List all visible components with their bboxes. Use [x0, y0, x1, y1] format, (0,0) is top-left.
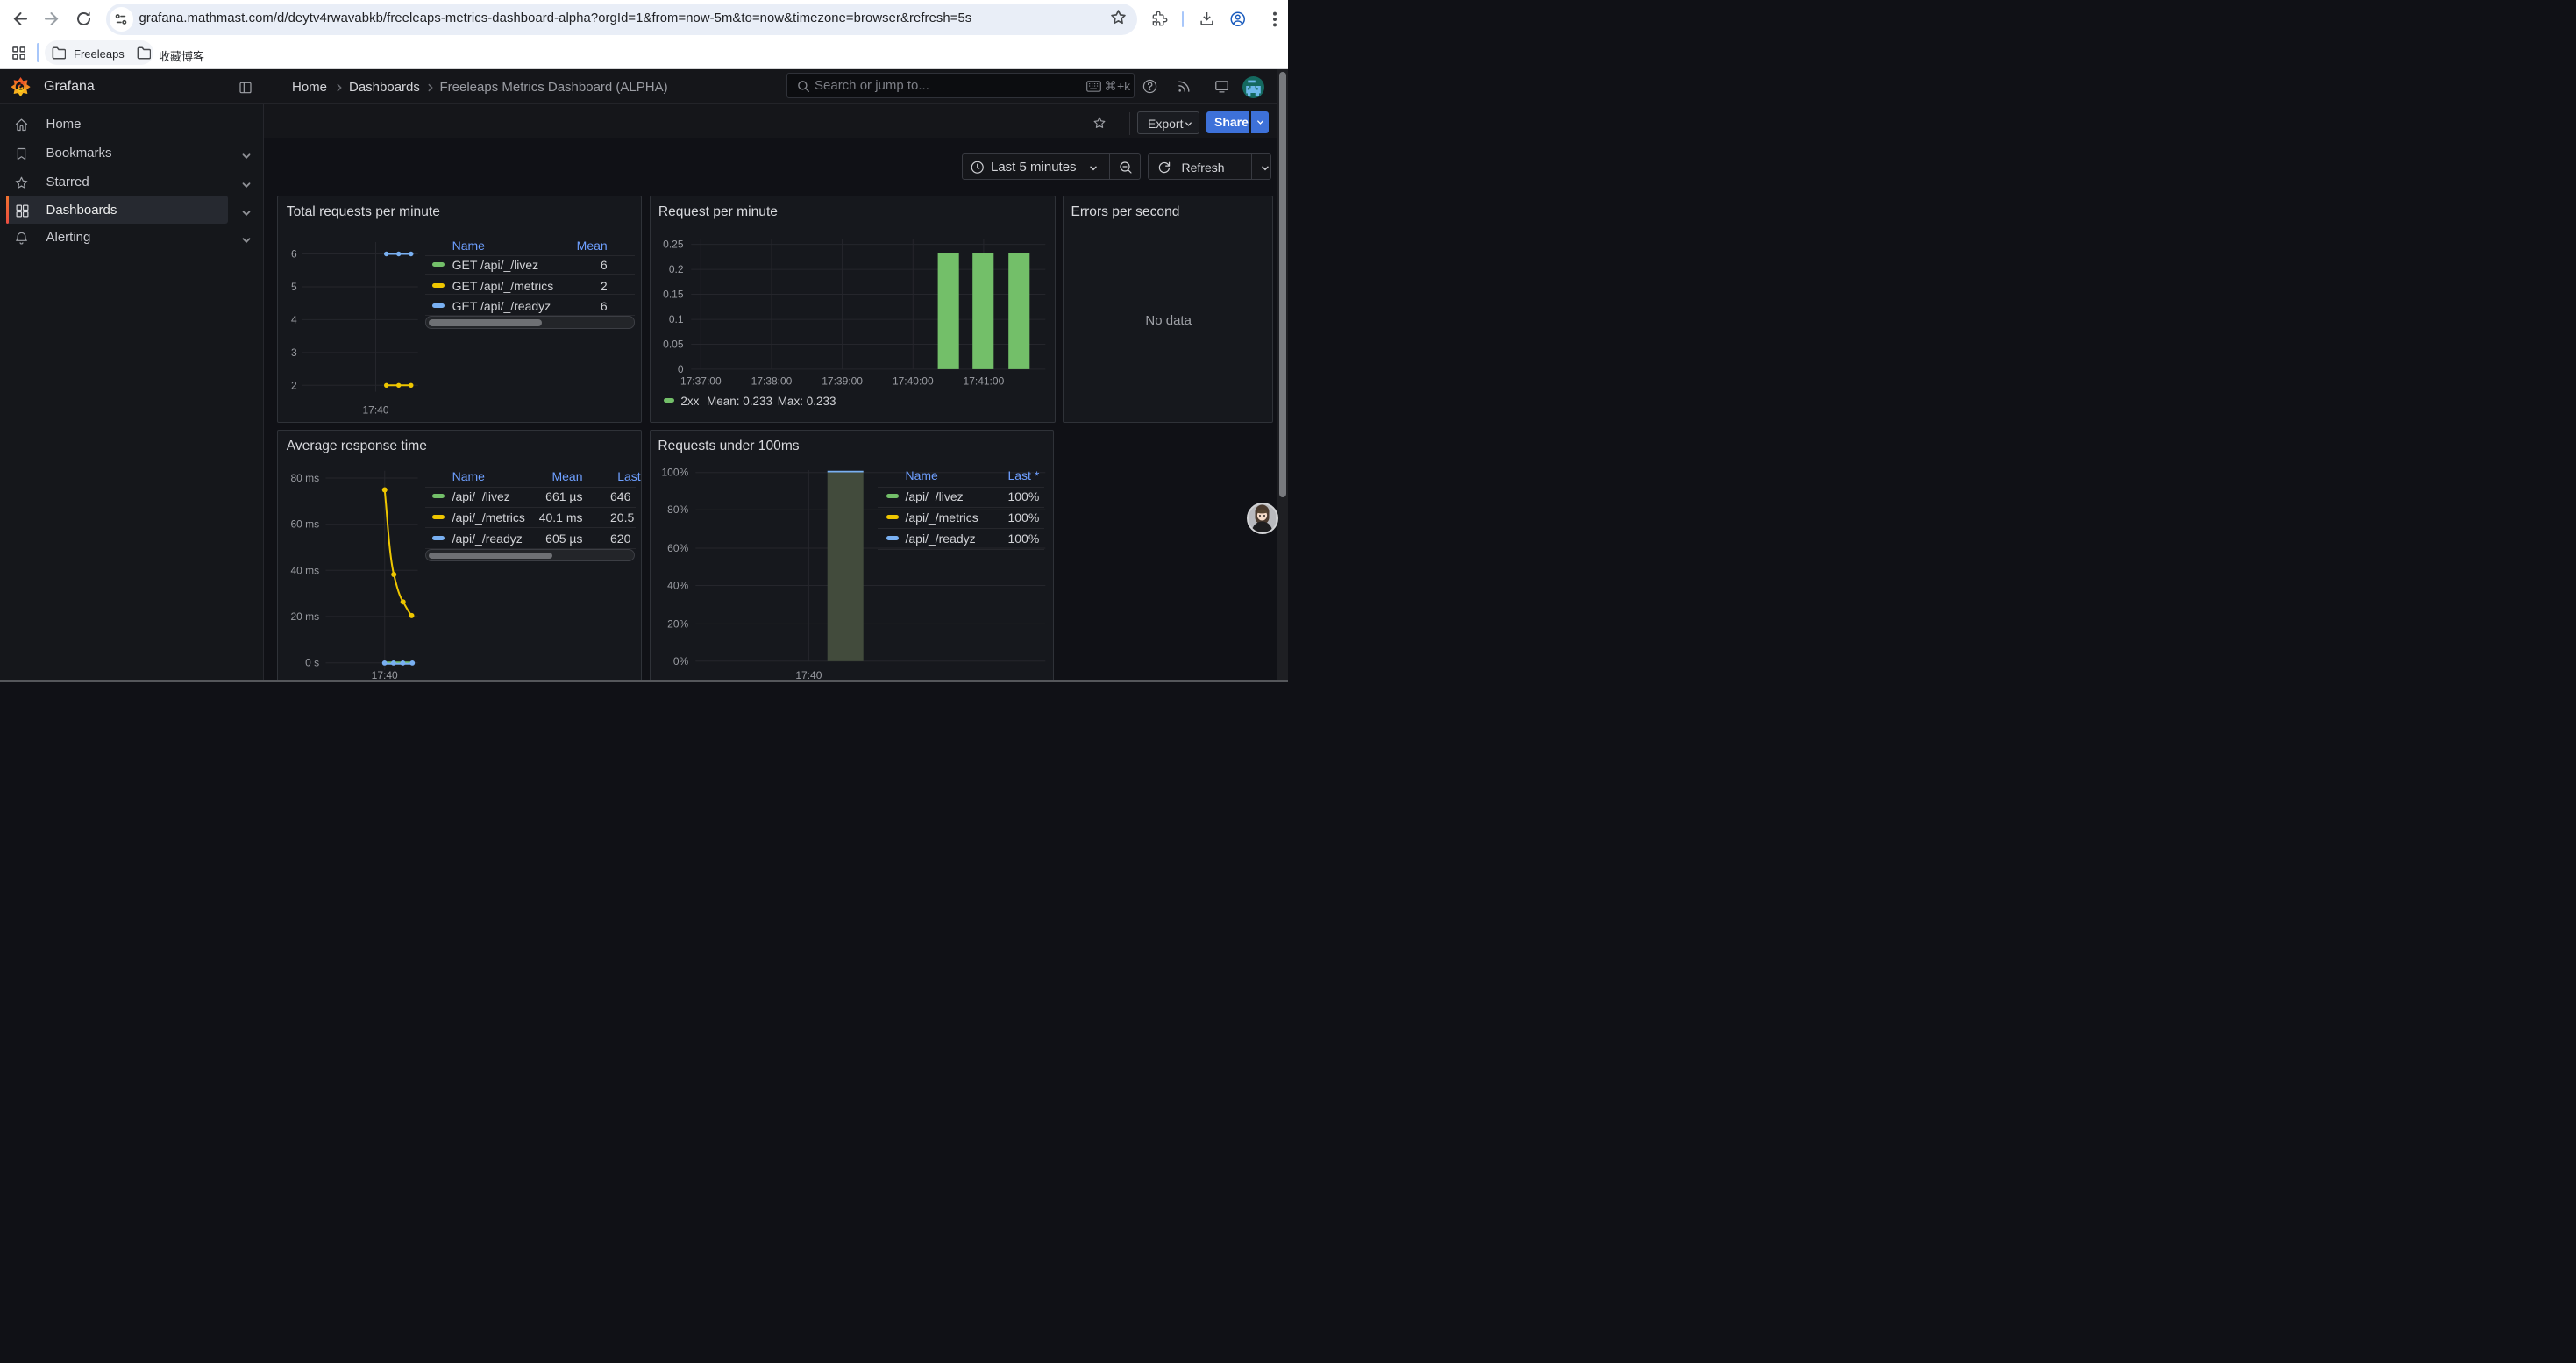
- svg-text:17:41:00: 17:41:00: [963, 375, 1004, 387]
- svg-text:20 ms: 20 ms: [291, 610, 320, 623]
- svg-text:17:40: 17:40: [362, 403, 388, 416]
- svg-text:17:40: 17:40: [372, 669, 398, 681]
- svg-text:80 ms: 80 ms: [291, 472, 320, 484]
- svg-text:3: 3: [291, 346, 297, 359]
- svg-text:5: 5: [291, 281, 297, 293]
- svg-text:60%: 60%: [667, 542, 688, 554]
- svg-text:60 ms: 60 ms: [291, 518, 320, 531]
- svg-text:0.1: 0.1: [669, 313, 684, 325]
- svg-text:2: 2: [291, 379, 297, 391]
- svg-text:0.15: 0.15: [663, 288, 684, 300]
- svg-text:0.05: 0.05: [663, 338, 684, 350]
- svg-text:40%: 40%: [667, 580, 688, 592]
- svg-text:0 s: 0 s: [305, 657, 319, 669]
- svg-text:17:40: 17:40: [795, 669, 822, 681]
- svg-text:17:39:00: 17:39:00: [822, 375, 863, 387]
- svg-text:40 ms: 40 ms: [291, 565, 320, 577]
- svg-text:20%: 20%: [667, 618, 688, 631]
- svg-text:80%: 80%: [667, 503, 688, 516]
- svg-text:17:37:00: 17:37:00: [680, 375, 722, 387]
- svg-text:0: 0: [678, 363, 684, 375]
- svg-text:6: 6: [291, 247, 297, 260]
- svg-text:0.25: 0.25: [663, 238, 684, 250]
- svg-text:0%: 0%: [673, 655, 689, 667]
- svg-text:4: 4: [291, 313, 297, 325]
- svg-text:100%: 100%: [661, 467, 688, 479]
- svg-text:0.2: 0.2: [669, 263, 684, 275]
- svg-text:17:40:00: 17:40:00: [893, 375, 934, 387]
- svg-text:17:38:00: 17:38:00: [751, 375, 792, 387]
